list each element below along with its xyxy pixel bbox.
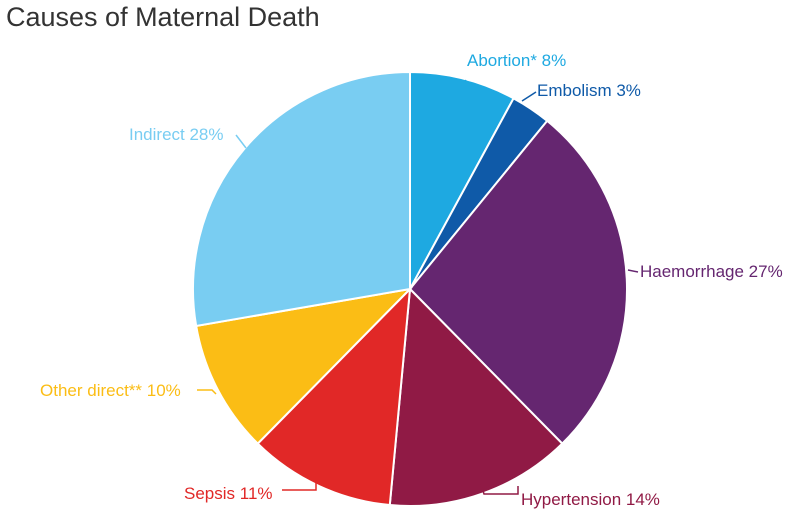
slice-label: Abortion* 8% xyxy=(467,51,566,70)
leader-line xyxy=(282,482,317,491)
label-leader-lines xyxy=(197,79,639,495)
pie-slices xyxy=(192,70,628,507)
slice-label: Other direct** 10% xyxy=(40,381,181,400)
chart-title: Causes of Maternal Death xyxy=(6,2,320,32)
leader-line xyxy=(627,269,639,273)
pie-slice-otherdirect xyxy=(195,287,413,446)
slice-label: Sepsis 11% xyxy=(184,484,273,503)
pie-slice-indirect xyxy=(192,70,411,328)
leader-line xyxy=(480,483,519,495)
leader-line xyxy=(235,134,247,149)
leader-line xyxy=(197,389,217,395)
slice-label: Embolism 3% xyxy=(537,81,641,100)
pie-slice-hypertension xyxy=(388,286,564,507)
pie-slice-sepsis xyxy=(256,286,412,507)
pie-slice-haemorrhage xyxy=(408,119,628,446)
slice-label: Hypertension 14% xyxy=(521,490,660,509)
leader-line xyxy=(461,79,467,87)
pie-slice-abortion xyxy=(409,70,515,290)
slice-label: Indirect 28% xyxy=(129,125,224,144)
slice-labels: Abortion* 8% Embolism 3% Haemorrhage 27% Hy… xyxy=(40,51,783,509)
slice-label: Haemorrhage 27% xyxy=(640,262,783,281)
leader-line xyxy=(521,91,537,102)
